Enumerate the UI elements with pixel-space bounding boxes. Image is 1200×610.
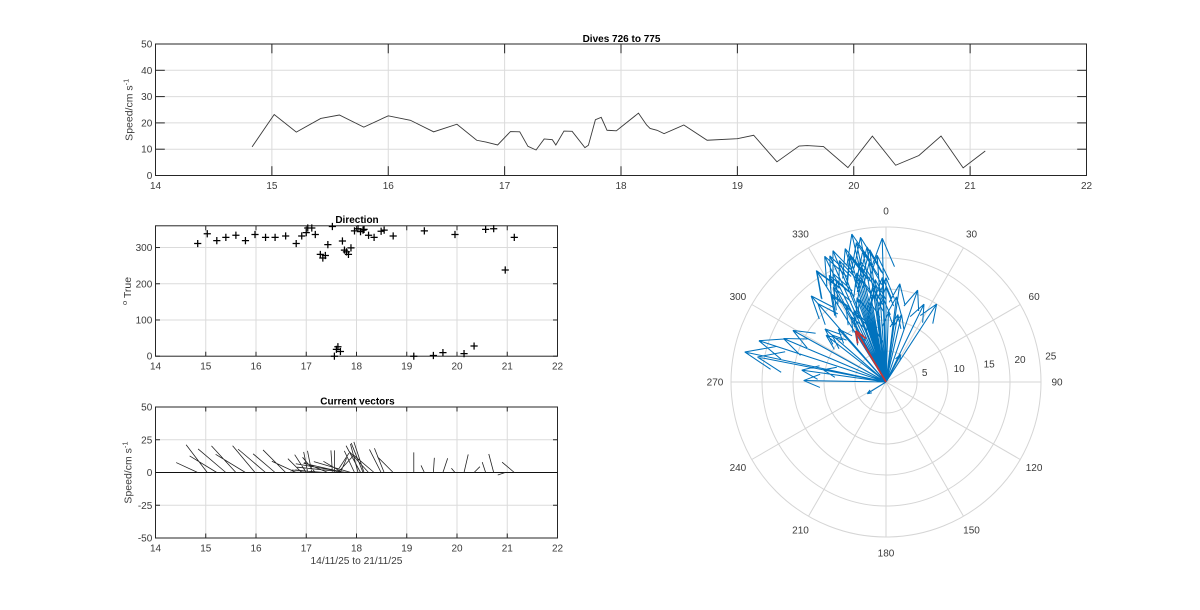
svg-text:15: 15: [200, 362, 212, 373]
svg-text:120: 120: [1026, 463, 1043, 474]
svg-text:60: 60: [1029, 292, 1041, 303]
svg-text:Direction: Direction: [335, 215, 378, 226]
svg-text:22: 22: [1081, 181, 1093, 192]
svg-text:15: 15: [984, 360, 996, 371]
svg-text:14: 14: [150, 362, 162, 373]
svg-text:21: 21: [502, 362, 514, 373]
svg-text:15: 15: [266, 181, 278, 192]
svg-text:5: 5: [922, 368, 928, 379]
svg-text:0: 0: [147, 468, 153, 479]
svg-text:180: 180: [878, 549, 895, 560]
svg-text:21: 21: [965, 181, 977, 192]
svg-text:0: 0: [147, 352, 153, 363]
svg-text:Speed/cm s-1: Speed/cm s-1: [121, 441, 135, 503]
svg-text:14: 14: [150, 181, 162, 192]
svg-text:25: 25: [141, 435, 153, 446]
svg-text:-25: -25: [138, 501, 153, 512]
svg-text:18: 18: [615, 181, 627, 192]
svg-text:30: 30: [966, 229, 978, 240]
svg-text:Current vectors: Current vectors: [320, 396, 395, 407]
svg-text:18: 18: [351, 544, 363, 555]
svg-text:20: 20: [141, 118, 153, 129]
svg-text:30: 30: [141, 92, 153, 103]
svg-text:240: 240: [730, 463, 747, 474]
svg-text:200: 200: [136, 279, 153, 290]
svg-text:16: 16: [250, 362, 262, 373]
svg-text:20: 20: [848, 181, 860, 192]
svg-text:10: 10: [954, 364, 966, 375]
svg-text:210: 210: [792, 526, 809, 537]
svg-text:Dives 726 to 775: Dives 726 to 775: [583, 34, 661, 45]
svg-text:17: 17: [301, 362, 313, 373]
svg-text:50: 50: [141, 403, 153, 414]
svg-text:270: 270: [707, 378, 724, 389]
svg-text:22: 22: [552, 362, 564, 373]
svg-text:18: 18: [351, 362, 363, 373]
svg-text:150: 150: [963, 526, 980, 537]
svg-text:16: 16: [383, 181, 395, 192]
svg-text:21: 21: [502, 544, 514, 555]
svg-text:300: 300: [136, 243, 153, 254]
svg-text:90: 90: [1051, 378, 1063, 389]
svg-text:40: 40: [141, 66, 153, 77]
svg-text:25: 25: [1045, 351, 1057, 362]
svg-text:19: 19: [401, 544, 413, 555]
svg-text:16: 16: [250, 544, 262, 555]
svg-text:0: 0: [147, 171, 153, 182]
svg-text:20: 20: [451, 362, 463, 373]
svg-text:17: 17: [301, 544, 313, 555]
svg-text:14/11/25 to 21/11/25: 14/11/25 to 21/11/25: [311, 556, 403, 567]
svg-text:10: 10: [141, 145, 153, 156]
svg-text:19: 19: [732, 181, 744, 192]
svg-text:0: 0: [883, 207, 889, 218]
svg-text:50: 50: [141, 40, 153, 51]
svg-text:330: 330: [792, 229, 809, 240]
svg-text:Speed/cm s-1: Speed/cm s-1: [122, 79, 136, 141]
svg-text:-50: -50: [138, 534, 153, 545]
svg-text:15: 15: [200, 544, 212, 555]
svg-text:100: 100: [136, 315, 153, 326]
svg-text:19: 19: [401, 362, 413, 373]
svg-text:20: 20: [1014, 355, 1026, 366]
svg-text:300: 300: [730, 292, 747, 303]
svg-text:17: 17: [499, 181, 511, 192]
svg-text:14: 14: [150, 544, 162, 555]
svg-text:22: 22: [552, 544, 564, 555]
svg-text:20: 20: [451, 544, 463, 555]
svg-text:o True: o True: [120, 277, 134, 305]
